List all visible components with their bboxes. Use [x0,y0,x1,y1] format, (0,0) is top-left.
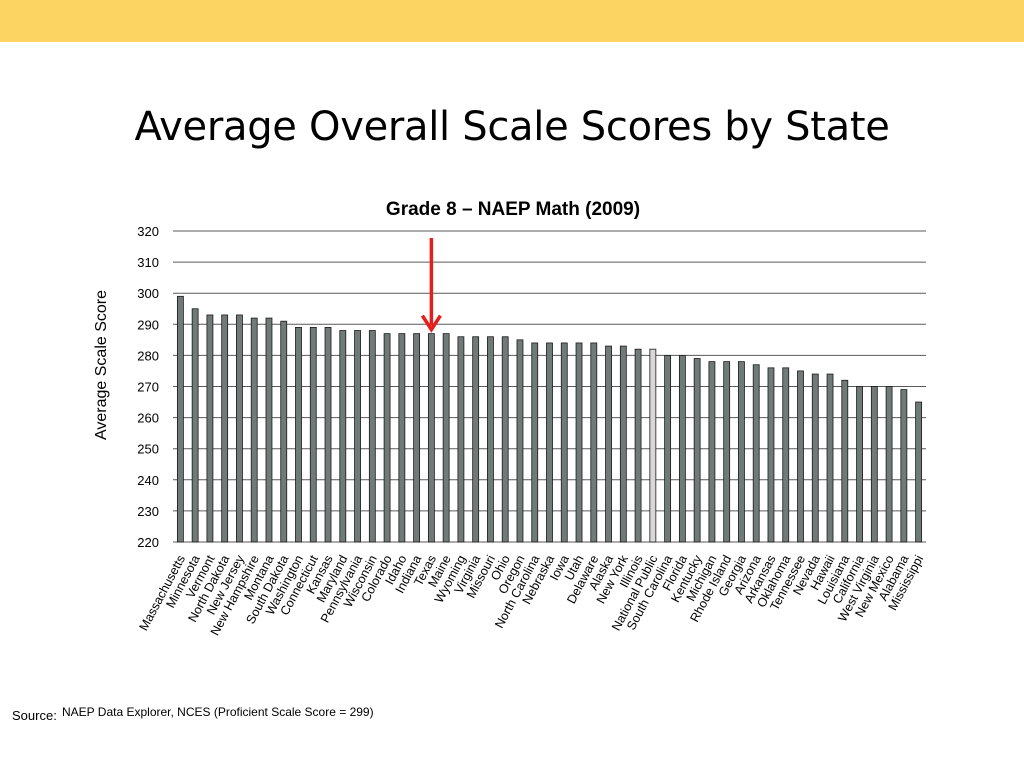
bar-california [856,386,863,543]
bar-washington [295,327,302,543]
bar-idaho [398,333,406,543]
y-tick-label: 260 [137,411,159,426]
y-axis-label: Average Scale Score [93,290,110,440]
bar-mississippi [915,401,923,543]
bar-arkansas [767,367,775,543]
bar-tennessee [797,370,804,543]
bar-colorado [383,333,391,543]
slide-title: Average Overall Scale Scores by State [134,104,890,150]
bar-texas [427,333,435,543]
y-tick-label: 280 [137,348,159,363]
source-text: NAEP Data Explorer, NCES (Proficient Sca… [62,705,374,719]
bar-kentucky [693,358,701,543]
bar-delaware [590,342,598,543]
arrow-head [420,314,442,333]
bar-connecticut [309,327,317,543]
bar-utah [575,342,583,543]
y-tick-label: 240 [137,473,159,488]
bar-michigan [708,361,716,543]
bar-arizona [752,364,760,543]
y-tick-label: 250 [137,442,159,457]
bar-virginia [472,336,480,543]
bar-south-carolina [664,354,672,543]
bar-louisiana [841,379,849,543]
y-tick-label: 310 [137,255,159,270]
bar-new-york [619,345,627,543]
bar-new-jersey [236,314,243,543]
bar-national-public [649,348,657,543]
bar-hawaii [826,373,834,543]
bar-georgia [738,361,745,543]
bar-alabama [900,389,908,543]
y-tick-label: 270 [137,380,159,395]
bar-new-mexico [885,386,893,543]
top-accent-band [0,0,1024,42]
bar-wisconsin [368,330,376,543]
bar-missouri [487,336,494,543]
y-tick-labels: 220 230 240 250 260 270 280 290 300 310 320 [137,224,159,550]
y-tick-label: 320 [137,224,159,239]
bar-alaska [605,345,612,543]
y-tick-label: 290 [137,317,159,332]
bar-north-dakota [221,314,229,543]
bar-massachusetts [176,295,184,543]
y-tick-label: 230 [137,504,159,519]
bar-oregon [516,339,524,543]
bar-rhode-island [723,361,731,543]
bar-south-dakota [280,320,288,543]
bar-pennsylvania [354,330,361,543]
bar-north-carolina [531,342,539,543]
bar-maine [442,333,450,543]
bar-nevada [811,373,819,543]
bar-illinois [634,348,642,543]
bars [176,295,923,543]
bar-kansas [324,327,332,543]
bar-ohio [501,336,509,543]
bar-florida [678,354,686,543]
texas-arrow [420,238,442,333]
y-tick-label: 220 [137,535,159,550]
bar-minnesota [191,308,199,543]
bar-wyoming [457,336,465,543]
bar-oklahoma [782,367,790,543]
chart-title: Grade 8 – NAEP Math (2009) [386,199,640,220]
bar-nebraska [546,342,553,543]
bar-west-virginia [870,386,878,543]
bar-iowa [560,342,568,543]
bar-new-hampshire [250,317,258,543]
source-label: Source: [12,708,57,723]
y-tick-label: 300 [137,286,159,301]
bar-maryland [339,330,347,543]
bar-montana [265,317,273,543]
bar-vermont [206,314,214,543]
bar-indiana [413,333,421,543]
